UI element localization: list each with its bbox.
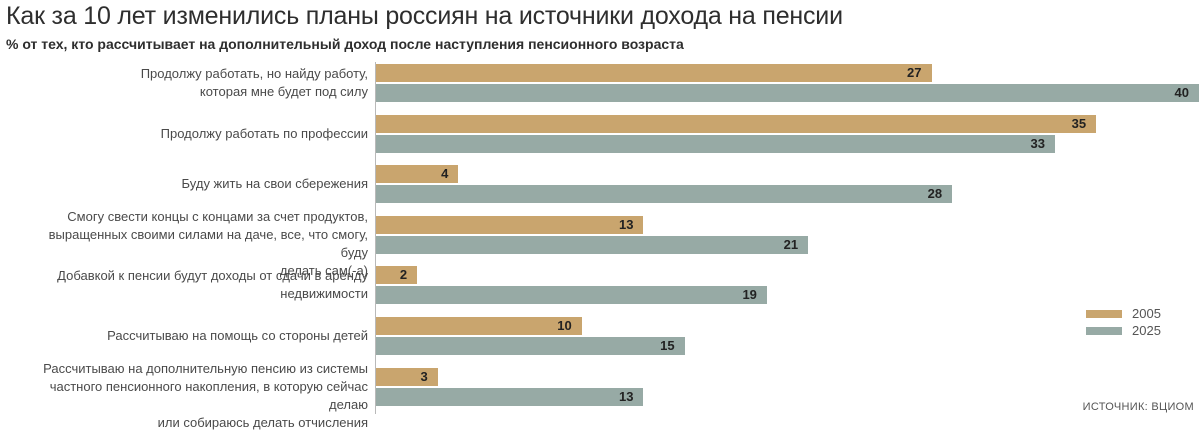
data-label-2005: 27 [907, 65, 922, 80]
data-label-2025: 19 [742, 287, 757, 302]
bar-2005 [376, 165, 459, 183]
legend-item-2005: 2005 [1086, 305, 1161, 322]
bar-2025 [376, 84, 1199, 102]
category-label-line: Продолжу работать, но найду работу, [140, 66, 368, 81]
data-label-2025: 33 [1030, 136, 1045, 151]
category-label-line: которая мне будет под силу [199, 84, 368, 99]
data-label-2025: 15 [660, 338, 675, 353]
category-label-line: частного пенсионного накопления, в котор… [49, 379, 368, 412]
category-label: Продолжу работать по профессии [28, 125, 368, 143]
bar-2005 [376, 115, 1097, 133]
category-label-line: Добавкой к пенсии будут доходы от сдачи … [57, 268, 368, 283]
category-label: Продолжу работать, но найду работу, котор… [28, 65, 368, 101]
legend-item-2025: 2025 [1086, 322, 1161, 339]
chart-title: Как за 10 лет изменились планы россиян н… [6, 2, 843, 30]
data-label-2005: 3 [420, 369, 428, 384]
category-label: Рассчитываю на дополнительную пенсию из … [28, 360, 368, 432]
data-label-2025: 13 [619, 389, 634, 404]
data-label-2025: 21 [783, 237, 799, 252]
data-label-2005: 35 [1071, 116, 1087, 131]
data-label-2005: 2 [399, 267, 408, 282]
bar-2025 [376, 337, 685, 355]
category-label-line: выращенных своими силами на даче, все, ч… [48, 227, 368, 260]
bar-2025 [376, 388, 644, 406]
bar-2005 [376, 368, 438, 386]
category-label-line: Рассчитываю на помощь со стороны детей [107, 328, 368, 343]
legend-swatch-2005 [1086, 309, 1122, 318]
bar-2025 [376, 236, 809, 254]
category-label: Рассчитываю на помощь со стороны детей [28, 327, 368, 345]
bar-2005 [376, 317, 582, 335]
category-label: Смогу свести концы с концами за счет про… [28, 208, 368, 280]
category-label-line: Смогу свести концы с концами за счет про… [67, 209, 368, 224]
category-label: Добавкой к пенсии будут доходы от сдачи … [28, 267, 368, 303]
data-label-2025: 40 [1174, 85, 1189, 100]
category-label-line: Буду жить на свои сбережения [181, 176, 368, 191]
category-label: Буду жить на свои сбережения [28, 175, 368, 193]
bar-2005 [376, 266, 418, 284]
bar-2025 [376, 185, 953, 203]
data-label-2005: 13 [619, 217, 634, 232]
bar-2005 [376, 64, 932, 82]
bar-2025 [376, 286, 767, 304]
legend-label-2025: 2025 [1132, 323, 1161, 338]
legend-label-2005: 2005 [1132, 306, 1161, 321]
chart-subtitle: % от тех, кто рассчитывает на дополнител… [6, 36, 684, 52]
data-label-2005: 10 [557, 318, 572, 333]
legend: 2005 2025 [1086, 305, 1161, 339]
category-label-line: Продолжу работать по профессии [160, 126, 368, 141]
category-axis-line [375, 62, 376, 414]
category-label-line: делать сам(-а) [279, 263, 368, 278]
category-label-line: Рассчитываю на дополнительную пенсию из … [43, 361, 368, 376]
source-note: ИСТОЧНИК: ВЦИОМ [1082, 401, 1194, 413]
data-label-2005: 4 [441, 166, 449, 181]
legend-swatch-2025 [1086, 326, 1122, 335]
data-label-2025: 28 [927, 186, 943, 201]
category-label-line: недвижимости [280, 286, 368, 301]
bar-2005 [376, 216, 644, 234]
bar-2025 [376, 135, 1055, 153]
